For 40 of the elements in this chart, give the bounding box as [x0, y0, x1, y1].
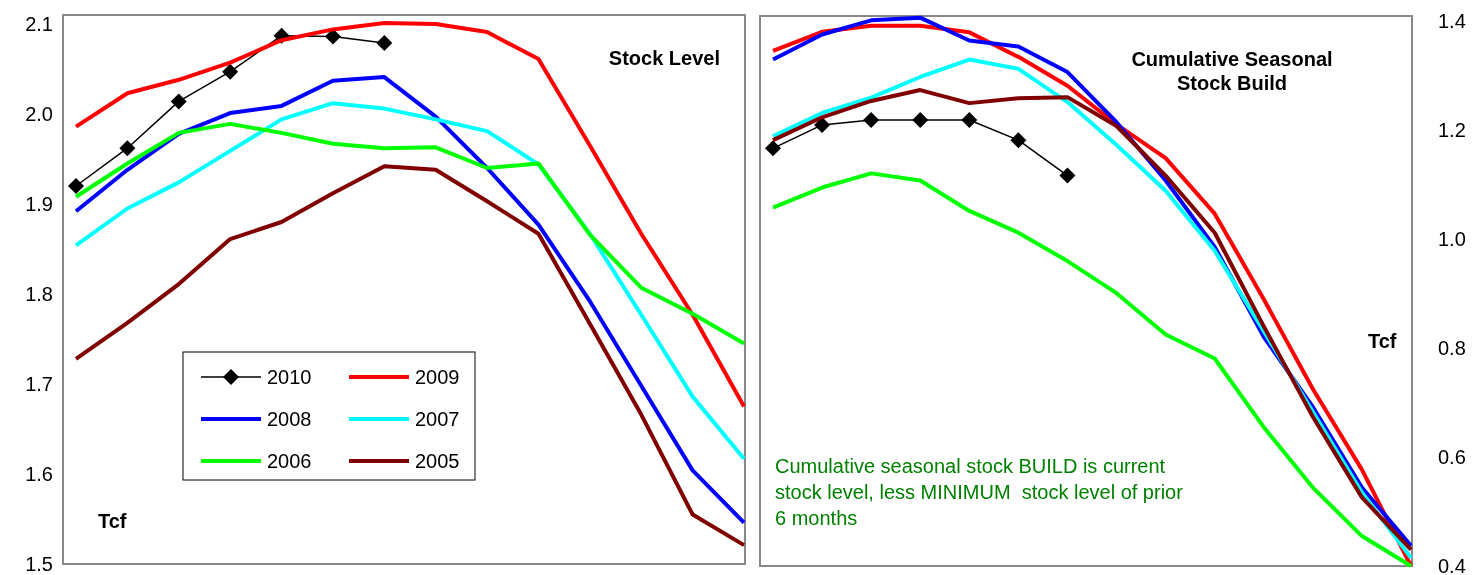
point [1059, 167, 1076, 184]
point [1010, 132, 1027, 149]
point [765, 140, 781, 157]
point [863, 112, 880, 129]
legend-label: 2010 [267, 366, 312, 388]
text: Stock Level [608, 47, 720, 69]
legend-label: 2006 [267, 450, 312, 472]
annotation: Tcf [98, 510, 127, 532]
point [376, 34, 393, 51]
line-series [771, 171, 1413, 568]
y-tick-label: 0.6 [1438, 446, 1466, 469]
y-tick-label: 1.4 [1438, 10, 1466, 33]
y-tick-label: 1.9 [25, 193, 53, 215]
y-tick-label: 1.7 [25, 373, 53, 395]
text: Cumulative Seasonal Stock Build [1131, 48, 1333, 94]
y-tick-label: 0.4 [1438, 555, 1466, 575]
y-tick-label: 1.6 [25, 463, 53, 485]
point [814, 116, 831, 133]
y-tick-label: 1.8 [25, 283, 53, 305]
line-series [74, 121, 746, 346]
point [68, 178, 84, 194]
y-tick-label: 1.0 [1438, 228, 1466, 251]
annotation: Cumulative seasonal stock BUILD is current stock level, less MINIMUM stock level of prior 6 months [775, 455, 1184, 529]
y-tick-label: 2.1 [25, 13, 53, 35]
legend-label: 2009 [415, 366, 460, 388]
point [119, 140, 136, 157]
annotation: Tcf [1368, 330, 1397, 352]
point [222, 63, 239, 80]
y-tick-label: 1.2 [1438, 119, 1466, 142]
y-tick-label: 2.0 [25, 103, 53, 125]
line-series [74, 164, 746, 548]
legend-label: 2008 [267, 408, 312, 430]
y-tick-label: 1.5 [25, 553, 53, 575]
point [912, 112, 929, 129]
legend-label: 2007 [415, 408, 460, 430]
y-tick-label: 0.8 [1438, 337, 1466, 360]
point [170, 93, 187, 110]
line-series [74, 21, 746, 409]
legend-label: 2005 [415, 450, 460, 472]
point [961, 112, 978, 129]
